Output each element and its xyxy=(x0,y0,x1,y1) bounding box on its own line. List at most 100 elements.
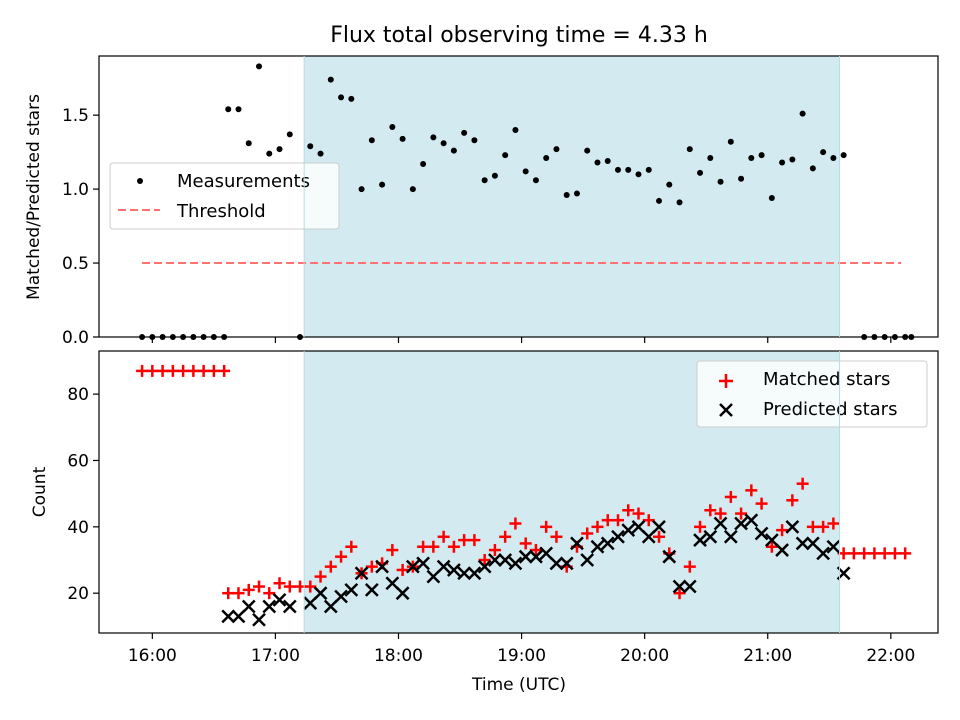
matched-star-point xyxy=(765,540,778,553)
predicted-star-point xyxy=(313,586,328,601)
predicted-star-point xyxy=(385,576,400,591)
predicted-star-point xyxy=(518,549,533,564)
measurement-point xyxy=(809,165,816,172)
y-tick-label: 1.0 xyxy=(62,180,89,200)
matched-star-point xyxy=(345,540,358,553)
measurement-point xyxy=(584,147,591,154)
legend-matched-label: Matched stars xyxy=(763,369,890,390)
predicted-star-point xyxy=(734,516,748,531)
x-tick-label: 20:00 xyxy=(620,646,669,666)
measurement-point xyxy=(409,186,416,193)
matched-star-point xyxy=(550,530,563,543)
matched-star-point xyxy=(786,494,799,507)
matched-star-point xyxy=(283,580,296,593)
measurement-point xyxy=(276,146,283,153)
y-tick-label: 20 xyxy=(67,584,89,604)
bottom-y-axis-label: Count xyxy=(30,466,50,517)
matched-star-point xyxy=(197,364,210,377)
measurement-point xyxy=(779,159,786,166)
matched-star-point xyxy=(242,583,255,596)
matched-star-point xyxy=(499,530,512,543)
predicted-star-point xyxy=(744,513,759,528)
x-tick-label: 21:00 xyxy=(743,646,792,666)
matched-star-point xyxy=(642,514,655,527)
measurement-point xyxy=(522,168,529,175)
measurement-point xyxy=(666,181,673,188)
predicted-star-point xyxy=(641,529,656,544)
measurement-point xyxy=(789,156,796,163)
measurement-point xyxy=(450,147,457,154)
measurement-point xyxy=(512,126,519,133)
measurement-point xyxy=(317,150,324,157)
matched-star-point xyxy=(591,520,604,533)
predicted-star-point xyxy=(221,609,236,624)
predicted-star-point xyxy=(364,582,379,597)
x-tick-label: 17:00 xyxy=(251,646,300,666)
measurement-point xyxy=(502,152,509,159)
matched-star-point xyxy=(207,364,220,377)
matched-star-point xyxy=(529,544,542,557)
measurement-point xyxy=(440,140,447,147)
predicted-star-point xyxy=(600,536,615,551)
predicted-star-point xyxy=(231,609,246,624)
predicted-star-point xyxy=(775,543,789,557)
predicted-star-point xyxy=(826,539,841,554)
legend-measurements-marker xyxy=(137,178,143,184)
predicted-star-point xyxy=(549,556,564,571)
measurement-point xyxy=(491,172,498,179)
measurement-point xyxy=(830,155,837,162)
legend-predicted-marker xyxy=(719,403,733,417)
x-tick-label: 19:00 xyxy=(497,646,546,666)
x-tick-label: 22:00 xyxy=(866,646,915,666)
matched-star-point xyxy=(427,540,440,553)
matched-star-point xyxy=(365,560,378,573)
matched-star-point xyxy=(601,514,614,527)
matched-star-point xyxy=(735,507,748,520)
measurement-point xyxy=(399,135,406,142)
measurement-point xyxy=(563,192,570,199)
top-data-marks xyxy=(139,63,915,340)
measurement-point xyxy=(768,194,775,201)
measurement-point xyxy=(348,95,355,102)
matched-star-point xyxy=(488,544,501,557)
predicted-star-point xyxy=(672,579,687,594)
x-tick-label: 18:00 xyxy=(374,646,423,666)
measurement-point xyxy=(471,137,478,144)
predicted-star-point xyxy=(682,579,697,594)
matched-star-point xyxy=(673,587,686,600)
predicted-star-point xyxy=(446,563,461,577)
measurement-point xyxy=(379,181,386,188)
matched-star-point xyxy=(232,587,245,600)
legend-predicted-label: Predicted stars xyxy=(763,399,897,420)
matched-star-point xyxy=(622,504,635,517)
predicted-star-point xyxy=(662,549,677,564)
matched-star-point xyxy=(653,530,666,543)
legend-threshold-label: Threshold xyxy=(176,201,266,222)
predicted-star-point xyxy=(529,549,543,564)
predicted-star-point xyxy=(764,533,779,547)
matched-star-point xyxy=(755,497,768,510)
measurement-point xyxy=(594,159,601,166)
matched-star-point xyxy=(386,544,399,557)
measurement-point xyxy=(614,166,621,173)
matched-star-point xyxy=(417,540,430,553)
measurement-point xyxy=(717,178,724,185)
top-panel: 0.0 0.5 1.0 1.5 Matched/Predicted stars Mea… xyxy=(24,55,939,348)
predicted-star-point xyxy=(323,599,338,614)
predicted-star-point xyxy=(488,553,502,567)
measurement-point xyxy=(840,152,847,159)
matched-star-point xyxy=(468,534,481,547)
matched-star-point xyxy=(868,547,881,560)
top-y-axis-label: Matched/Predicted stars xyxy=(24,94,44,300)
top-legend: Measurements Threshold xyxy=(109,162,340,230)
predicted-star-point xyxy=(375,559,389,574)
bottom-x-ticks: 16:00 17:00 18:00 19:00 20:00 21:00 22:00 xyxy=(128,633,915,666)
predicted-star-point xyxy=(344,582,359,597)
matched-star-point xyxy=(847,547,860,560)
measurement-point xyxy=(727,138,734,145)
matched-star-point xyxy=(899,547,912,560)
measurement-point xyxy=(707,155,714,162)
predicted-star-point xyxy=(477,559,492,574)
measurement-point xyxy=(553,146,560,153)
top-x-ticks xyxy=(151,337,892,343)
